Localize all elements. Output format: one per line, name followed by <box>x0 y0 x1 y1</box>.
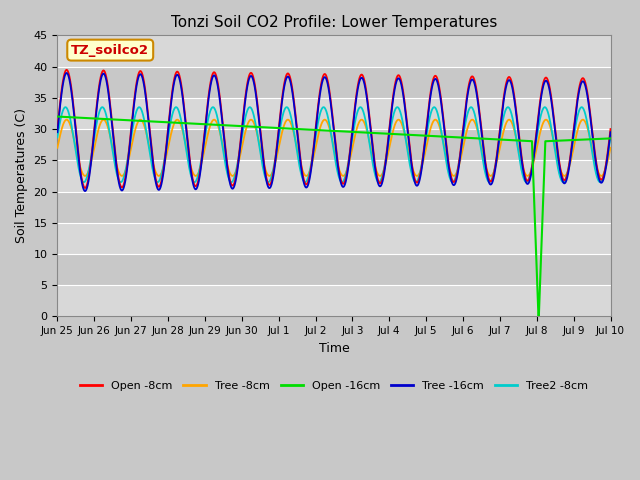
Bar <box>58 36 611 67</box>
Bar <box>58 192 611 223</box>
Bar <box>58 160 611 192</box>
Y-axis label: Soil Temperatures (C): Soil Temperatures (C) <box>15 108 28 243</box>
Bar <box>58 223 611 254</box>
Text: TZ_soilco2: TZ_soilco2 <box>71 44 149 57</box>
Legend: Open -8cm, Tree -8cm, Open -16cm, Tree -16cm, Tree2 -8cm: Open -8cm, Tree -8cm, Open -16cm, Tree -… <box>76 376 593 395</box>
X-axis label: Time: Time <box>319 342 349 355</box>
Bar <box>58 254 611 285</box>
Bar <box>58 98 611 129</box>
Bar <box>58 285 611 316</box>
Bar <box>58 129 611 160</box>
Bar <box>58 67 611 98</box>
Title: Tonzi Soil CO2 Profile: Lower Temperatures: Tonzi Soil CO2 Profile: Lower Temperatur… <box>171 15 497 30</box>
